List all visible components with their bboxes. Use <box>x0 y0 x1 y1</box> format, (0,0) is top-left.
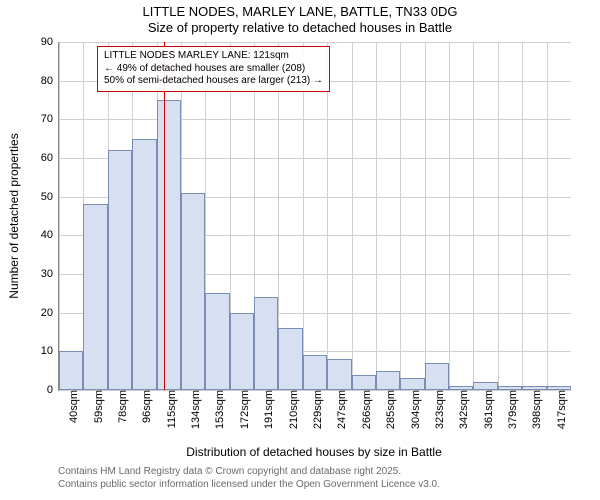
y-axis-label: Number of detached properties <box>7 133 21 298</box>
chart-title-1: LITTLE NODES, MARLEY LANE, BATTLE, TN33 … <box>0 4 600 20</box>
bar <box>205 293 229 390</box>
xtick-label: 40sqm <box>62 390 80 423</box>
xtick-label: 134sqm <box>184 390 202 429</box>
gridline-v <box>303 42 304 390</box>
chart-container: LITTLE NODES, MARLEY LANE, BATTLE, TN33 … <box>0 0 600 500</box>
xtick-label: 361sqm <box>477 390 495 429</box>
xtick-label: 78sqm <box>111 390 129 423</box>
ytick-label: 20 <box>41 307 59 319</box>
xtick-label: 342sqm <box>452 390 470 429</box>
bar <box>425 363 449 390</box>
footnote-line-1: Contains HM Land Registry data © Crown c… <box>58 466 440 479</box>
gridline-h <box>59 119 571 120</box>
ytick-label: 60 <box>41 152 59 164</box>
bar <box>303 355 327 390</box>
xtick-label: 417sqm <box>550 390 568 429</box>
gridline-v <box>400 42 401 390</box>
xtick-label: 115sqm <box>160 390 178 428</box>
plot-area: 010203040506070809040sqm59sqm78sqm96sqm1… <box>58 42 571 391</box>
xtick-label: 285sqm <box>379 390 397 429</box>
bar <box>473 382 497 390</box>
gridline-v <box>425 42 426 390</box>
bar <box>83 204 107 390</box>
bar <box>181 193 205 390</box>
gridline-v <box>498 42 499 390</box>
gridline-v <box>449 42 450 390</box>
xtick-label: 247sqm <box>330 390 348 429</box>
annotation-line: LITTLE NODES MARLEY LANE: 121sqm <box>104 50 323 63</box>
footnote-line-2: Contains public sector information licen… <box>58 479 440 492</box>
ytick-label: 30 <box>41 268 59 280</box>
gridline-v <box>376 42 377 390</box>
x-axis-label: Distribution of detached houses by size … <box>186 445 441 459</box>
xtick-label: 191sqm <box>257 390 275 429</box>
gridline-h <box>59 42 571 43</box>
xtick-label: 323sqm <box>428 390 446 429</box>
gridline-v <box>59 42 60 390</box>
bar <box>352 375 376 390</box>
xtick-label: 172sqm <box>233 390 251 429</box>
bar <box>327 359 351 390</box>
gridline-v <box>522 42 523 390</box>
xtick-label: 379sqm <box>501 390 519 429</box>
bar <box>376 371 400 390</box>
gridline-v <box>473 42 474 390</box>
bar <box>59 351 83 390</box>
gridline-v <box>547 42 548 390</box>
ytick-label: 10 <box>41 345 59 357</box>
bar <box>278 328 302 390</box>
gridline-v <box>327 42 328 390</box>
annotation-line: ← 49% of detached houses are smaller (20… <box>104 63 323 76</box>
gridline-v <box>352 42 353 390</box>
annotation-line: 50% of semi-detached houses are larger (… <box>104 75 323 88</box>
ytick-label: 80 <box>41 75 59 87</box>
xtick-label: 59sqm <box>87 390 105 423</box>
ytick-label: 90 <box>41 36 59 48</box>
chart-title-2: Size of property relative to detached ho… <box>0 20 600 36</box>
bar <box>108 150 132 390</box>
xtick-label: 304sqm <box>404 390 422 429</box>
ytick-label: 40 <box>41 229 59 241</box>
ytick-label: 70 <box>41 113 59 125</box>
xtick-label: 229sqm <box>306 390 324 429</box>
ytick-label: 50 <box>41 191 59 203</box>
bar <box>157 100 181 390</box>
xtick-label: 153sqm <box>208 390 226 429</box>
bar <box>230 313 254 390</box>
annotation-box: LITTLE NODES MARLEY LANE: 121sqm← 49% of… <box>97 46 330 92</box>
xtick-label: 398sqm <box>525 390 543 429</box>
bar <box>254 297 278 390</box>
bar <box>400 378 424 390</box>
xtick-label: 266sqm <box>355 390 373 429</box>
ytick-label: 0 <box>47 384 59 396</box>
footnote: Contains HM Land Registry data © Crown c… <box>58 466 440 491</box>
xtick-label: 210sqm <box>282 390 300 429</box>
bar <box>132 139 156 390</box>
xtick-label: 96sqm <box>135 390 153 423</box>
marker-line <box>164 42 165 390</box>
